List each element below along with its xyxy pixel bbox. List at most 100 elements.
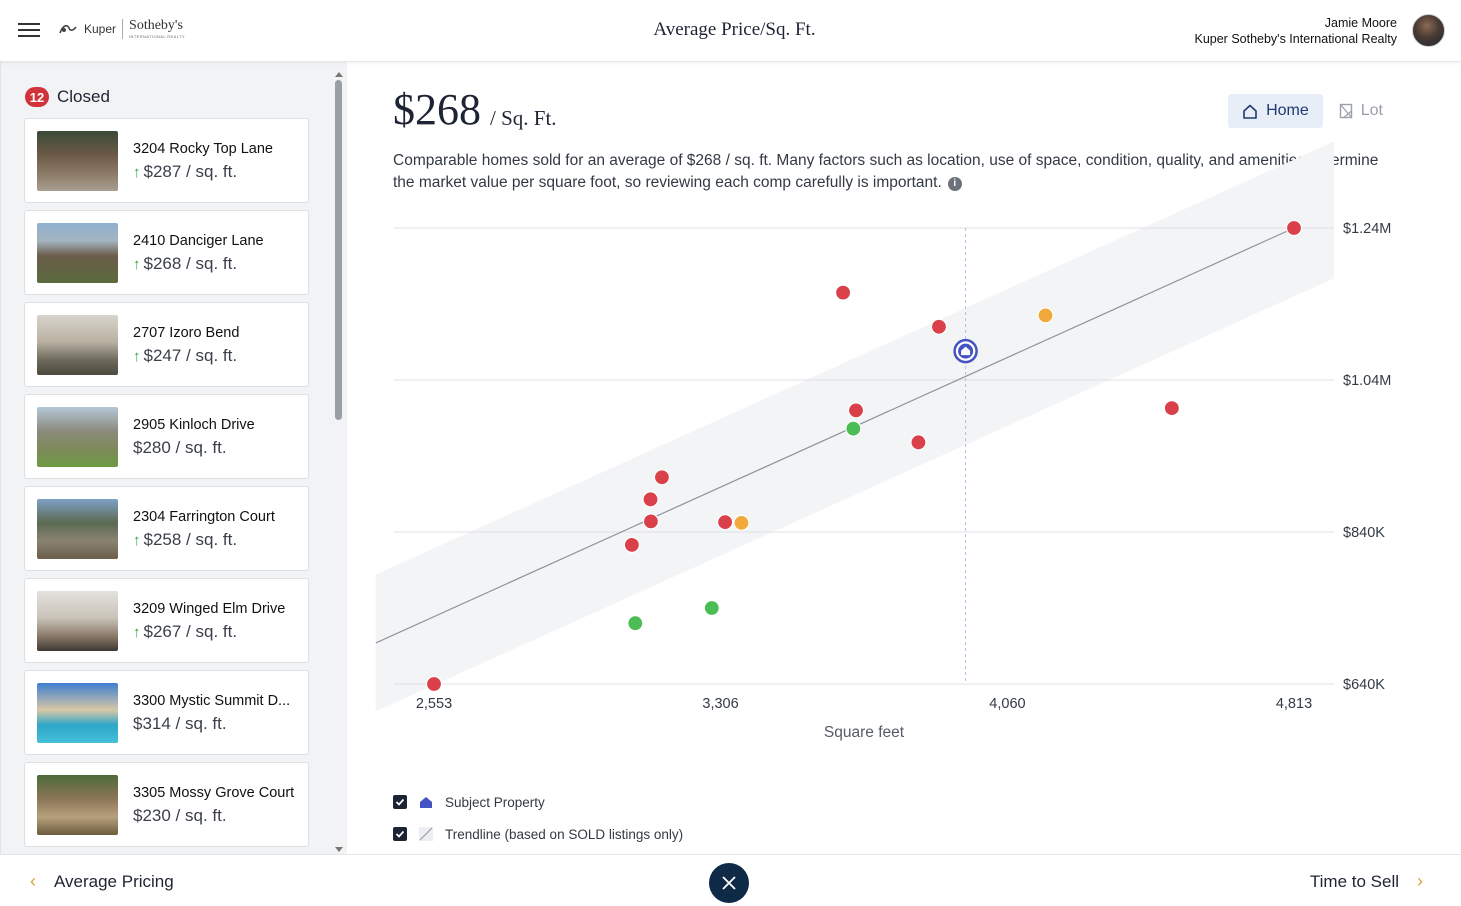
next-page-label: Time to Sell — [1309, 871, 1399, 891]
chart-legend: Subject Property Trendline (based on SOL… — [393, 786, 683, 850]
chevron-left-icon: ‹ — [30, 871, 36, 891]
home-icon — [1243, 104, 1257, 119]
toggle-home[interactable]: Home — [1228, 94, 1323, 128]
trend-up-icon: ↑ — [133, 256, 141, 273]
sidebar-scrollbar[interactable] — [334, 72, 343, 852]
close-button[interactable] — [709, 863, 749, 903]
scatter-point-red[interactable] — [1285, 219, 1303, 237]
kuper-logo-icon — [59, 24, 77, 34]
agent-company: Kuper Sotheby's International Realty — [1194, 32, 1397, 46]
closed-label: Closed — [57, 87, 110, 106]
listing-price: $314 / sq. ft. — [133, 714, 227, 734]
scatter-point-red[interactable] — [910, 434, 927, 451]
trendline — [375, 227, 1295, 644]
toggle-lot-label: Lot — [1360, 102, 1383, 119]
info-icon[interactable]: i — [947, 177, 962, 191]
page-title: Average Price/Sq. Ft. — [653, 19, 816, 40]
listing-photo — [37, 315, 118, 375]
scatter-point-orange[interactable] — [1037, 307, 1054, 324]
scrollbar-thumb[interactable] — [335, 80, 342, 420]
chevron-right-icon: › — [1417, 871, 1423, 891]
home-lot-toggle: Home Lot — [1228, 94, 1397, 128]
subject-checkbox[interactable] — [393, 795, 407, 809]
toggle-lot[interactable]: Lot — [1335, 94, 1397, 128]
listing-price-value: $267 / sq. ft. — [143, 622, 238, 641]
listing-card[interactable]: 3300 Mystic Summit D... $314 / sq. ft. — [24, 670, 309, 755]
listing-price: $230 / sq. ft. — [133, 806, 227, 826]
logo-sothebys: Sotheby's INTERNATIONAL REALTY — [129, 19, 185, 39]
scatter-point-red[interactable] — [847, 402, 865, 419]
logo-kuper-text: Kuper — [84, 22, 117, 36]
subject-home-icon — [961, 346, 971, 356]
scatter-point-red[interactable] — [642, 491, 659, 508]
listing-card[interactable]: 2304 Farrington Court ↑ $258 / sq. ft. — [24, 486, 309, 571]
scatter-point-red[interactable] — [653, 469, 671, 486]
hamburger-menu-icon[interactable] — [18, 20, 40, 38]
trend-up-icon: ↑ — [133, 532, 141, 549]
agent-info: Jamie Moore Kuper Sotheby's Internationa… — [1194, 15, 1397, 47]
scatter-point-red[interactable] — [834, 284, 852, 301]
scatter-point-red[interactable] — [930, 318, 948, 335]
scatter-point-red[interactable] — [642, 513, 660, 530]
listing-photo — [37, 591, 118, 651]
toggle-home-label: Home — [1266, 102, 1309, 119]
closed-count-badge: 12 — [25, 87, 49, 107]
listing-photo — [37, 499, 118, 559]
description-body: Comparable homes sold for an average of … — [393, 152, 1379, 191]
close-icon — [722, 876, 736, 890]
scatter-point-green[interactable] — [627, 615, 644, 632]
next-page-button[interactable]: Time to Sell › — [1310, 871, 1423, 892]
logo-divider — [122, 19, 124, 39]
listing-price: ↑ $268 / sq. ft. — [133, 254, 237, 274]
scatter-point-red[interactable] — [717, 514, 734, 531]
scatter-point-green[interactable] — [845, 420, 862, 437]
comps-sidebar: 12 Closed 3204 Rocky Top Lane ↑ $287 / sq… — [0, 62, 347, 854]
legend-subject-label: Subject Property — [445, 794, 545, 810]
listing-address: 3204 Rocky Top Lane — [133, 141, 274, 157]
agent-name: Jamie Moore — [1324, 16, 1397, 30]
listing-photo — [37, 775, 118, 835]
average-price: $268 — [393, 85, 481, 134]
scatter-point-green[interactable] — [703, 599, 720, 617]
trend-up-icon: ↑ — [133, 624, 141, 641]
listing-price: ↑ $287 / sq. ft. — [133, 162, 237, 182]
agent-avatar[interactable] — [1412, 14, 1445, 47]
main-panel: $268 / Sq. Ft. Home Lot Comparable homes… — [347, 62, 1461, 854]
x-tick-label: 4,060 — [989, 696, 1025, 712]
y-tick-label: $840K — [1343, 525, 1385, 541]
listing-photo — [37, 407, 118, 467]
logo-sothebys-text: Sotheby's — [129, 18, 183, 33]
listing-card[interactable]: 2707 Izoro Bend ↑ $247 / sq. ft. — [24, 302, 309, 387]
listing-card[interactable]: 2905 Kinloch Drive $280 / sq. ft. — [24, 394, 309, 479]
trendline-checkbox[interactable] — [393, 827, 407, 841]
legend-trendline-row[interactable]: Trendline (based on SOLD listings only) — [393, 818, 683, 850]
subject-home-icon — [420, 796, 432, 808]
listing-card[interactable]: 3305 Mossy Grove Court $230 / sq. ft. — [24, 762, 309, 847]
scatter-point-orange[interactable] — [733, 514, 750, 531]
scroll-down-arrow-icon[interactable] — [335, 847, 343, 852]
listing-price: ↑ $258 / sq. ft. — [133, 530, 237, 550]
legend-subject-row[interactable]: Subject Property — [393, 786, 683, 818]
listing-address: 3305 Mossy Grove Court — [133, 785, 295, 801]
listing-address: 3209 Winged Elm Drive — [133, 601, 286, 617]
x-tick-label: 3,306 — [702, 696, 738, 712]
y-tick-label: $1.04M — [1343, 373, 1391, 389]
listing-photo — [37, 131, 118, 191]
listing-card[interactable]: 3204 Rocky Top Lane ↑ $287 / sq. ft. — [24, 118, 309, 203]
prev-page-button[interactable]: ‹ Average Pricing — [30, 871, 174, 892]
bottom-nav: ‹ Average Pricing Time to Sell › — [0, 854, 1461, 906]
scatter-point-red[interactable] — [623, 536, 640, 554]
y-tick-label: $1.24M — [1343, 221, 1391, 237]
prev-page-label: Average Pricing — [54, 871, 174, 891]
scatter-point-red[interactable] — [1163, 400, 1180, 417]
listing-price-value: $268 / sq. ft. — [143, 254, 238, 273]
scatter-point-red[interactable] — [425, 675, 443, 693]
listing-card[interactable]: 2410 Danciger Lane ↑ $268 / sq. ft. — [24, 210, 309, 295]
listing-price-value: $287 / sq. ft. — [143, 162, 238, 181]
listing-card[interactable]: 3209 Winged Elm Drive ↑ $267 / sq. ft. — [24, 578, 309, 663]
scroll-up-arrow-icon[interactable] — [335, 72, 343, 77]
listing-address: 3300 Mystic Summit D... — [133, 693, 291, 709]
trend-up-icon: ↑ — [133, 348, 141, 365]
listing-photo — [37, 683, 118, 743]
brand-logo[interactable]: Kuper Sotheby's INTERNATIONAL REALTY — [58, 15, 185, 43]
